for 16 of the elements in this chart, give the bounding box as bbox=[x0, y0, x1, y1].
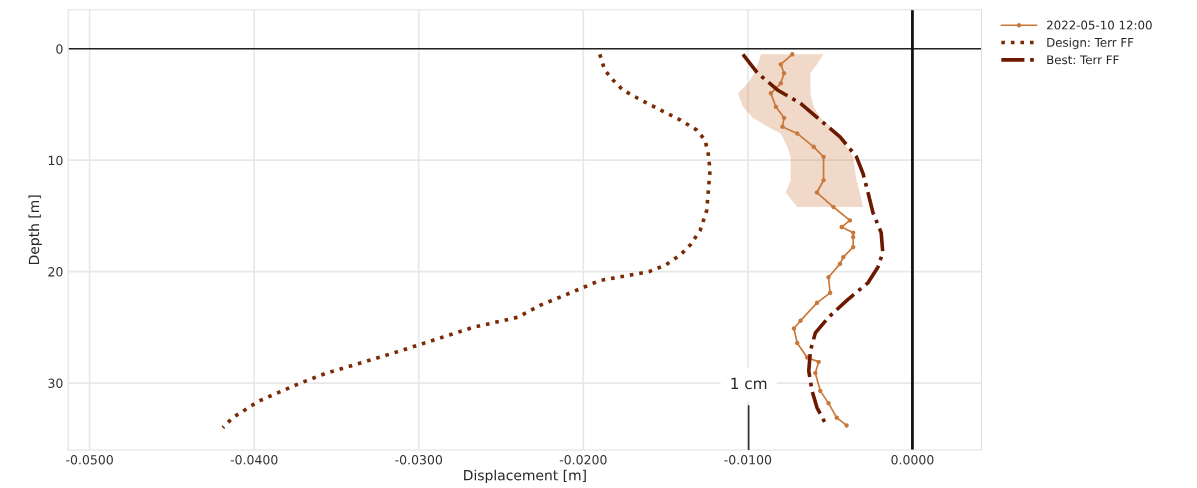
legend-label: Design: Terr FF bbox=[1047, 37, 1134, 50]
y-tick-label: 10 bbox=[48, 155, 63, 166]
y-tick-label: 0 bbox=[56, 44, 63, 54]
legend-label: 2022-05-10 12:00 bbox=[1047, 20, 1152, 30]
x-tick-label: -0.0200 bbox=[559, 455, 607, 465]
x-axis-title: Displacement [m] bbox=[464, 469, 586, 484]
y-tick-label: 20 bbox=[48, 267, 63, 277]
x-tick-label: 0.0000 bbox=[891, 455, 934, 465]
y-tick-label: 30 bbox=[48, 378, 63, 388]
legend-label: Best: Terr FF bbox=[1047, 55, 1119, 65]
x-tick-label: -0.0500 bbox=[66, 455, 113, 465]
annotation: 1 cm bbox=[731, 377, 767, 390]
x-tick-label: -0.0300 bbox=[395, 455, 443, 465]
y-axis-title: Depth [m] bbox=[28, 195, 42, 265]
x-tick-label: -0.0400 bbox=[230, 455, 278, 465]
x-tick-label: -0.0100 bbox=[724, 455, 772, 465]
